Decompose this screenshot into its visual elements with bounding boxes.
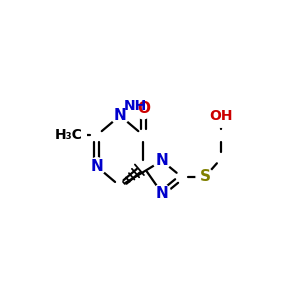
Circle shape bbox=[134, 101, 152, 119]
Text: N: N bbox=[90, 159, 103, 174]
Text: OH: OH bbox=[209, 109, 233, 123]
Text: NH: NH bbox=[124, 100, 147, 113]
Circle shape bbox=[153, 152, 171, 169]
Circle shape bbox=[196, 168, 214, 186]
Text: N: N bbox=[114, 108, 126, 123]
Text: S: S bbox=[200, 169, 210, 184]
Circle shape bbox=[209, 104, 233, 127]
Circle shape bbox=[61, 123, 86, 148]
Circle shape bbox=[88, 158, 106, 175]
Text: H₃C: H₃C bbox=[55, 128, 83, 142]
Circle shape bbox=[153, 184, 171, 202]
Text: N: N bbox=[155, 186, 168, 201]
Text: O: O bbox=[137, 100, 150, 116]
Text: N: N bbox=[155, 153, 168, 168]
Circle shape bbox=[111, 107, 129, 124]
